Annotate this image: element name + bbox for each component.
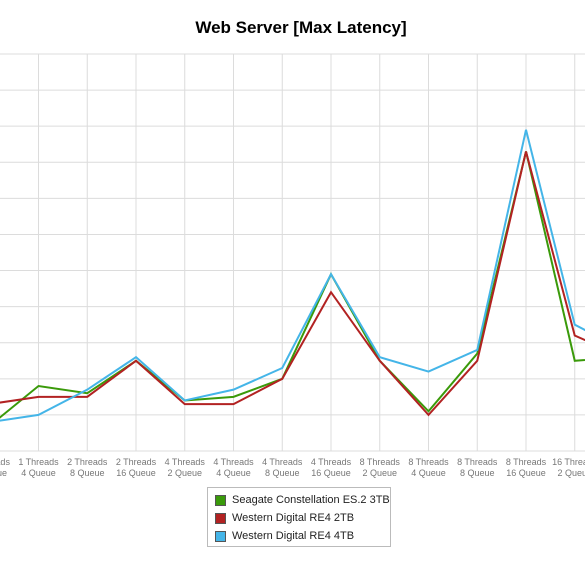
legend-swatch [215, 494, 226, 506]
x-tick-label: 4 Threads [311, 457, 352, 467]
legend-swatch [215, 512, 226, 524]
x-tick-label: 2 Queue [557, 468, 585, 478]
x-tick-label: 1 Threads [18, 457, 59, 467]
legend-label: Western Digital RE4 4TB [232, 530, 355, 542]
x-tick-label: 16 Queue [506, 468, 546, 478]
x-tick-label: 8 Threads [457, 457, 498, 467]
x-tick-label: 2 Queue [167, 468, 202, 478]
x-tick-label: 8 Threads [360, 457, 401, 467]
x-tick-label: 4 Queue [216, 468, 251, 478]
grid [0, 53, 585, 452]
x-tick-label: 2 Threads [67, 457, 108, 467]
x-tick-label: 4 Threads [213, 457, 254, 467]
x-tick-label: 1 Threads [0, 457, 10, 467]
x-tick-label: 16 Queue [311, 468, 351, 478]
series-line-3 [0, 129, 585, 422]
x-tick-label: 2 Queue [0, 468, 7, 478]
legend-item: Western Digital RE4 4TB [215, 527, 390, 545]
legend: Seagate Constellation ES.2 3TB Western Di… [207, 487, 391, 547]
x-tick-label: 16 Threads [552, 457, 585, 467]
legend-item: Western Digital RE4 2TB [215, 509, 390, 527]
legend-label: Seagate Constellation ES.2 3TB [232, 494, 390, 506]
x-tick-label: 8 Threads [506, 457, 547, 467]
x-tick-label: 8 Queue [265, 468, 300, 478]
x-tick-label: 4 Queue [21, 468, 56, 478]
chart-title: Web Server [Max Latency] [195, 18, 407, 37]
x-tick-label: 8 Queue [460, 468, 495, 478]
x-tick-label: 2 Queue [362, 468, 397, 478]
series-lines [0, 129, 585, 422]
legend-item: Seagate Constellation ES.2 3TB [215, 491, 390, 509]
series-line-2 [0, 151, 585, 417]
legend-swatch [215, 530, 226, 542]
x-tick-label: 4 Threads [262, 457, 303, 467]
x-tick-label: 2 Threads [116, 457, 157, 467]
x-tick-label: 16 Queue [116, 468, 156, 478]
x-tick-label: 8 Queue [70, 468, 105, 478]
x-tick-label: 4 Threads [165, 457, 206, 467]
legend-label: Western Digital RE4 2TB [232, 512, 355, 524]
x-tick-label: 8 Threads [408, 457, 449, 467]
x-tick-label: 4 Queue [411, 468, 446, 478]
